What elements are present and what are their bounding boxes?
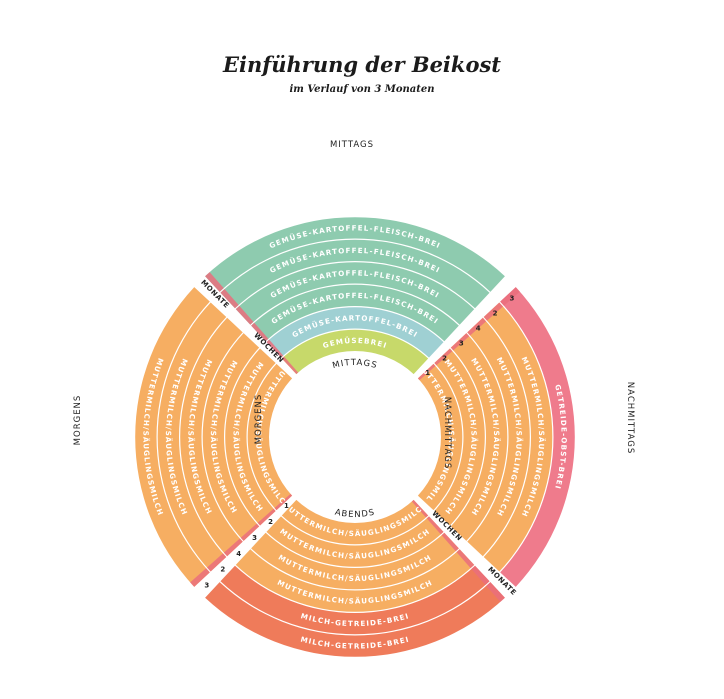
inner-label-mittags: MITTAGS	[331, 358, 378, 371]
scale-ne-2: 2	[442, 354, 447, 362]
abends-band-2	[266, 516, 444, 567]
mittags-band-1	[281, 329, 429, 375]
morgens-band-2	[225, 348, 276, 526]
inner-label-morgens: MORGENS	[254, 394, 264, 445]
outer-label-morgens: MORGENS	[73, 395, 83, 446]
scale-sw-4: 4	[236, 550, 241, 558]
nachmittags-band-1	[417, 363, 463, 511]
morgens-band-4-cap	[223, 538, 243, 557]
scale-sw-6: 3	[204, 582, 209, 590]
abends-band-5-cap	[471, 565, 490, 585]
outer-label-mittags: MITTAGS	[330, 140, 374, 150]
mittags-band-2	[266, 307, 444, 358]
morgens-band-3-cap	[240, 523, 260, 541]
abends-band-3-cap	[441, 532, 459, 552]
morgens-band-3	[202, 333, 260, 541]
mittags-band-4-cap	[235, 305, 254, 325]
abends-band-6-cap	[486, 582, 505, 602]
scale-sw-3: 3	[252, 534, 257, 542]
morgens-band-4	[180, 317, 243, 557]
scale-sw-2: 2	[268, 518, 273, 526]
nachmittags-band-4	[467, 317, 530, 557]
mittags-band-1-cap	[281, 356, 299, 375]
abends-band-5	[220, 565, 490, 635]
scale-sw-5: 2	[220, 566, 225, 574]
scale-ne-4: 4	[476, 324, 481, 332]
chart-subtitle: im Verlauf von 3 Monaten	[289, 84, 435, 95]
chart-title: Einführung der Beikost	[222, 52, 501, 77]
morgens-band-1	[247, 363, 293, 511]
nachmittags-band-3-cap	[450, 333, 470, 351]
abends-band-4	[235, 549, 475, 612]
morgens-band-6	[135, 287, 210, 587]
abends-band-2-cap	[426, 516, 444, 535]
mittags-band-3-cap	[251, 322, 269, 342]
scale-sw-1: 1	[284, 502, 289, 510]
nachmittags-band-6	[500, 287, 575, 587]
morgens-band-1-cap	[274, 493, 293, 511]
mittags-band-6	[205, 217, 505, 292]
inner-label-abends: ABENDS	[334, 508, 376, 521]
abends-band-1	[281, 499, 429, 545]
mittags-band-5	[220, 239, 490, 309]
scale-ne-5: 2	[493, 310, 498, 318]
mittags-band-6-cap	[205, 272, 224, 292]
nachmittags-band-4-cap	[467, 317, 487, 336]
scale-ne-1: 1	[425, 369, 430, 377]
nachmittags-band-6-cap	[500, 287, 520, 306]
nachmittags-band-2	[434, 348, 485, 526]
morgens-band-5-cap	[207, 553, 227, 572]
mittags-band-2-cap	[266, 339, 284, 358]
nachmittags-band-5-cap	[483, 302, 503, 321]
morgens-band-6-cap	[190, 568, 210, 587]
mittags-band-3	[251, 284, 459, 342]
nachmittags-band-1-cap	[417, 363, 436, 381]
abends-band-1-cap	[411, 499, 429, 518]
inner-label-nachmittags: NACHMITTAGS	[442, 397, 452, 469]
morgens-band-5	[157, 302, 227, 572]
scale-ne-3: 3	[459, 339, 464, 347]
abends-band-6	[205, 582, 505, 657]
mittags-band-4	[235, 262, 475, 325]
morgens-band-2-cap	[257, 508, 276, 526]
nachmittags-band-5	[483, 302, 553, 572]
nachmittags-band-2-cap	[434, 348, 453, 366]
nachmittags-band-3	[450, 333, 508, 541]
scale-ne-6: 3	[509, 295, 514, 303]
outer-label-nachmittags: NACHMITTAGS	[625, 382, 635, 454]
mittags-band-5-cap	[220, 289, 239, 309]
abends-band-4-cap	[456, 549, 475, 569]
abends-band-3	[251, 532, 459, 590]
